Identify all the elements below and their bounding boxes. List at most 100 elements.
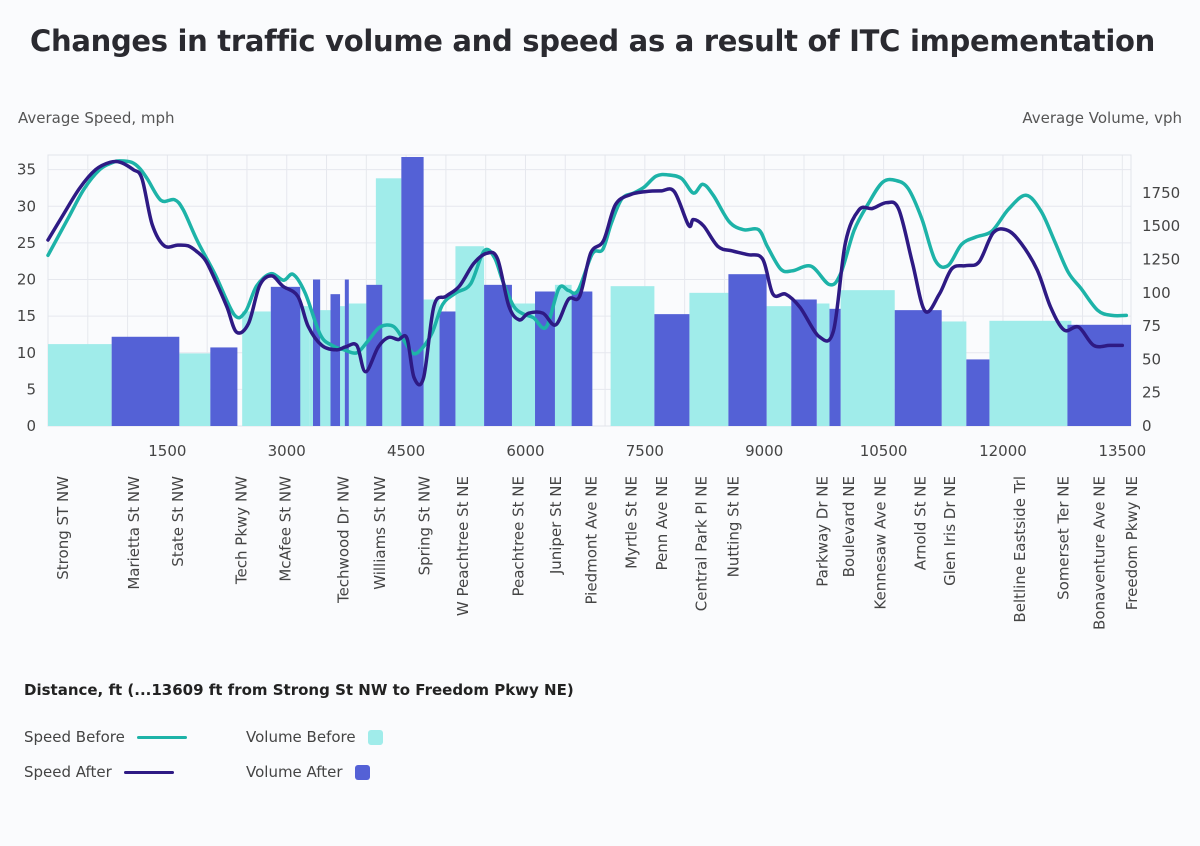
street-label: Strong ST NW: [54, 476, 72, 580]
legend-volume-after-label: Volume After: [246, 763, 343, 781]
speed-after-line: [46, 159, 1125, 387]
street-label: Penn Ave NE: [653, 476, 671, 570]
legend-volume-before-label: Volume Before: [246, 728, 356, 746]
y-tick-label: 20: [17, 271, 36, 289]
volume-bar: [654, 314, 690, 426]
y-tick-label: 15: [17, 307, 36, 325]
y2-tick-label: 100: [1142, 284, 1171, 302]
volume-bar: [344, 279, 349, 426]
volume-bar: [689, 292, 729, 426]
street-label: Juniper St NE: [547, 476, 565, 575]
y-tick-label: 0: [26, 417, 36, 435]
volume-bar: [111, 336, 180, 426]
street-label: McAfee St NW: [276, 476, 294, 582]
volume-bar: [1067, 324, 1131, 426]
x-tick-label: 9000: [745, 442, 783, 460]
y-axis-ticks: 0 5 10 15 20 25 30 35: [17, 161, 36, 435]
y2-tick-label: 1500: [1142, 217, 1180, 235]
street-label: Tech Pkwy NW: [233, 476, 251, 585]
legend-speed-after-swatch: [123, 770, 174, 774]
x-tick-label: 6000: [506, 442, 544, 460]
street-label: Glen Iris Dr NE: [941, 476, 959, 586]
street-label: Techwood Dr NW: [334, 476, 352, 604]
legend-volume-after[interactable]: Volume After: [246, 763, 370, 781]
y-tick-label: 25: [17, 234, 36, 252]
volume-bar: [270, 286, 301, 426]
street-label: Freedom Pkwy NE: [1123, 476, 1141, 610]
street-label: Somerset Ter NE: [1055, 476, 1073, 600]
volume-bar: [242, 311, 271, 426]
street-label: Parkway Dr NE: [814, 476, 832, 587]
x-tick-label: 13500: [1098, 442, 1146, 460]
street-label: Peachtree St NE: [510, 476, 528, 597]
street-label: Piedmont Ave NE: [583, 476, 601, 605]
volume-bar: [320, 310, 331, 426]
y-tick-label: 30: [17, 197, 36, 215]
legend-speed-before[interactable]: Speed Before: [24, 728, 187, 746]
x-tick-label: 1500: [148, 442, 186, 460]
y2-axis-ticks: 0 25 50 75 100 1250 1500 1750: [1142, 184, 1180, 435]
legend-speed-after[interactable]: Speed After: [24, 763, 174, 781]
volume-bar: [401, 156, 424, 426]
volume-bar: [48, 344, 112, 426]
volume-bar: [766, 306, 792, 426]
y2-tick-label: 50: [1142, 350, 1161, 368]
chart-title: Changes in traffic volume and speed as a…: [30, 24, 1155, 58]
speed-lines: [46, 159, 1129, 387]
street-label: W Peachtree St NE: [454, 476, 472, 616]
volume-bar: [455, 246, 485, 426]
volume-bar: [330, 294, 341, 426]
y2-tick-label: 1750: [1142, 184, 1180, 202]
volume-bar: [989, 320, 1068, 426]
street-label: Bonaventure Ave NE: [1091, 476, 1109, 630]
street-label: State St NW: [169, 476, 187, 567]
y-tick-label: 35: [17, 161, 36, 179]
y2-tick-label: 75: [1142, 317, 1161, 335]
x-axis-title: Distance, ft (...13609 ft from Strong St…: [24, 681, 574, 699]
street-labels: Strong ST NW Marietta St NW State St NW Tec…: [54, 476, 1141, 630]
legend: Speed Before Speed After Volume Before V…: [24, 728, 444, 788]
street-label: Williams St NW: [371, 476, 389, 590]
volume-bar: [829, 308, 841, 426]
x-tick-label: 7500: [626, 442, 664, 460]
volume-bar: [340, 306, 345, 426]
x-tick-label: 3000: [268, 442, 306, 460]
legend-volume-before-swatch: [367, 729, 383, 745]
volume-after-bars: [111, 156, 1131, 426]
legend-speed-before-label: Speed Before: [24, 728, 125, 746]
speed-before-line: [46, 159, 1129, 356]
legend-speed-after-label: Speed After: [24, 763, 112, 781]
volume-bar: [941, 321, 967, 426]
street-label: Central Park Pl NE: [693, 476, 711, 611]
y2-tick-label: 1250: [1142, 251, 1180, 269]
volume-bar: [791, 299, 817, 426]
legend-volume-before[interactable]: Volume Before: [246, 728, 383, 746]
x-tick-label: 12000: [979, 442, 1027, 460]
volume-bar: [423, 299, 440, 426]
street-label: Spring St NW: [416, 476, 434, 576]
x-tick-label: 10500: [860, 442, 908, 460]
volume-bar: [894, 310, 942, 426]
volume-bar: [313, 279, 321, 426]
volume-bar: [728, 274, 767, 426]
chart-plot: 0 5 10 15 20 25 30 35 0 25 50 75 100 1250 1500 1750 15…: [17, 154, 1180, 630]
street-label: Arnold St NE: [911, 476, 929, 570]
street-label: Nutting St NE: [724, 476, 742, 577]
y2-tick-label: 0: [1142, 417, 1152, 435]
volume-bar: [816, 303, 830, 426]
x-axis-ticks: 1500 3000 4500 6000 7500 9000 10500 12000 13500: [148, 442, 1146, 460]
left-axis-title: Average Speed, mph: [18, 109, 175, 127]
volume-bar: [179, 353, 211, 426]
street-label: Boulevard NE: [840, 476, 858, 577]
volume-bar: [484, 284, 512, 426]
right-axis-title: Average Volume, vph: [1022, 109, 1182, 127]
volume-bar: [511, 303, 536, 426]
y-tick-label: 10: [17, 344, 36, 362]
volume-bar: [439, 311, 456, 426]
volume-bar: [610, 286, 655, 426]
x-tick-label: 4500: [387, 442, 425, 460]
volume-bar: [966, 359, 990, 426]
volume-bar: [571, 291, 593, 426]
street-label: Myrtle St NE: [623, 476, 641, 569]
y-tick-label: 5: [26, 380, 36, 398]
